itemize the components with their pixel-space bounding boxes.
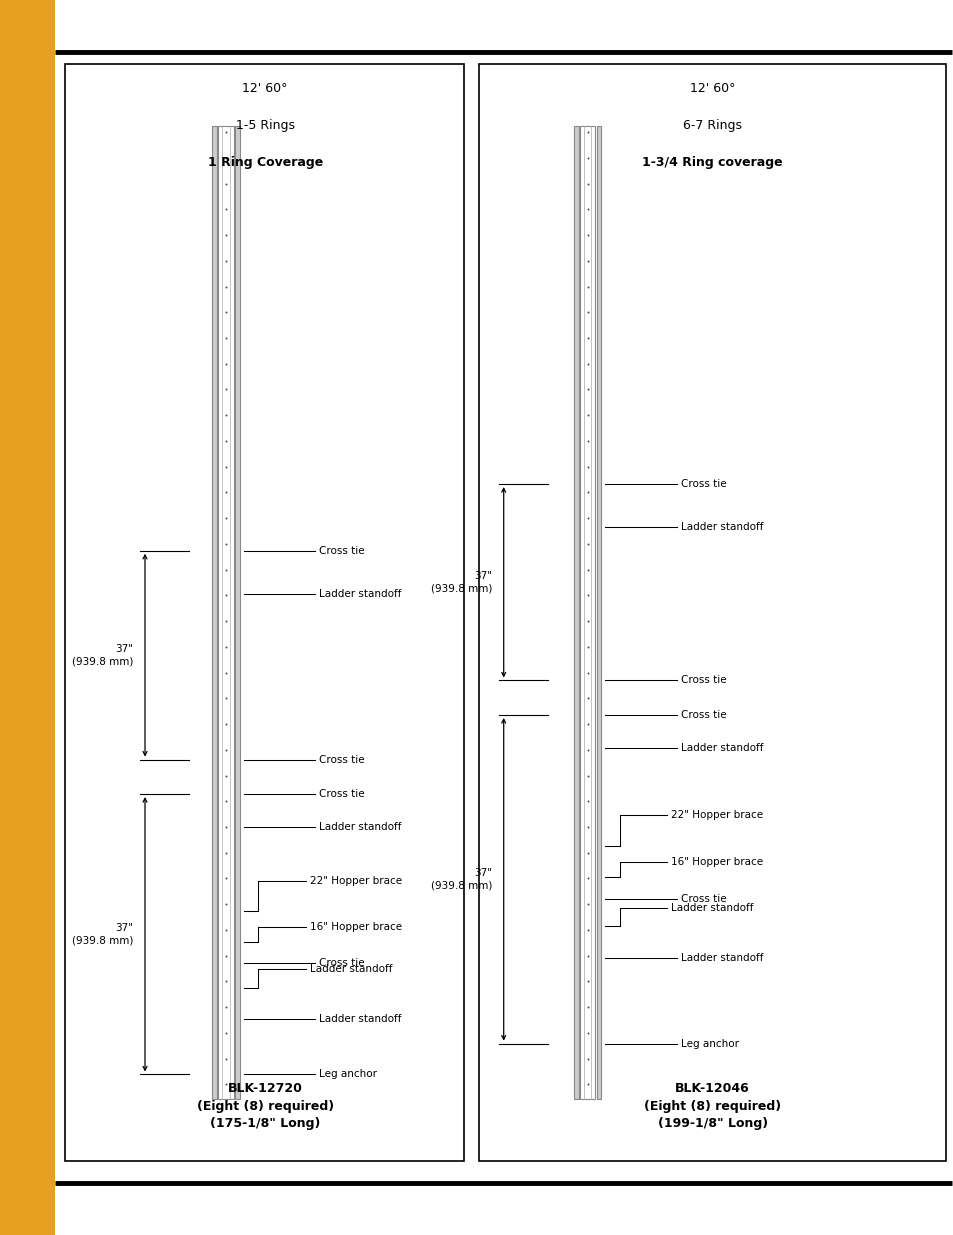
Text: (Eight (8) required): (Eight (8) required) [643,1099,781,1113]
Bar [596,126,600,1099]
Text: 6-7 Rings: 6-7 Rings [682,119,741,132]
Bar [234,126,240,1099]
Text: Cross tie: Cross tie [679,479,725,489]
Text: BLK-12046: BLK-12046 [675,1082,749,1095]
Text: Cross tie: Cross tie [679,676,725,685]
Text: Cross tie: Cross tie [318,789,364,799]
Text: Leg anchor: Leg anchor [679,1039,738,1049]
Bar [579,126,595,1099]
Text: 16" Hopper brace: 16" Hopper brace [309,923,401,932]
Text: Ladder standoff: Ladder standoff [318,589,401,599]
Bar [478,64,945,1161]
Text: 37"
(939.8 mm): 37" (939.8 mm) [431,868,492,890]
Text: (175-1/8" Long): (175-1/8" Long) [210,1116,320,1130]
Bar [574,126,578,1099]
Text: Cross tie: Cross tie [318,958,364,968]
Text: Leg anchor: Leg anchor [318,1070,376,1079]
Text: (Eight (8) required): (Eight (8) required) [196,1099,334,1113]
Text: 22" Hopper brace: 22" Hopper brace [309,876,401,885]
Text: BLK-12720: BLK-12720 [228,1082,302,1095]
Text: Cross tie: Cross tie [318,755,364,764]
Text: 37"
(939.8 mm): 37" (939.8 mm) [72,923,133,946]
Text: 12' 60°: 12' 60° [689,82,735,95]
Text: 1 Ring Coverage: 1 Ring Coverage [208,156,322,169]
Bar [65,64,463,1161]
Text: (199-1/8" Long): (199-1/8" Long) [657,1116,767,1130]
Text: 1-5 Rings: 1-5 Rings [235,119,294,132]
Text: Ladder standoff: Ladder standoff [309,965,392,974]
Text: Cross tie: Cross tie [679,710,725,720]
Text: 1-3/4 Ring coverage: 1-3/4 Ring coverage [641,156,782,169]
Text: Ladder standoff: Ladder standoff [670,903,753,913]
Text: Ladder standoff: Ladder standoff [318,823,401,832]
Bar [212,126,216,1099]
Bar [0,0,55,1235]
Text: Cross tie: Cross tie [318,546,364,556]
Text: 37"
(939.8 mm): 37" (939.8 mm) [431,571,492,594]
Text: Ladder standoff: Ladder standoff [679,522,762,532]
Text: Cross tie: Cross tie [679,894,725,904]
Text: Ladder standoff: Ladder standoff [679,743,762,753]
Text: 12' 60°: 12' 60° [242,82,288,95]
Text: Ladder standoff: Ladder standoff [679,953,762,963]
Text: 37"
(939.8 mm): 37" (939.8 mm) [72,643,133,667]
Text: Ladder standoff: Ladder standoff [318,1014,401,1024]
Text: 22" Hopper brace: 22" Hopper brace [670,810,762,820]
Bar [218,126,233,1099]
Text: 16" Hopper brace: 16" Hopper brace [670,857,762,867]
